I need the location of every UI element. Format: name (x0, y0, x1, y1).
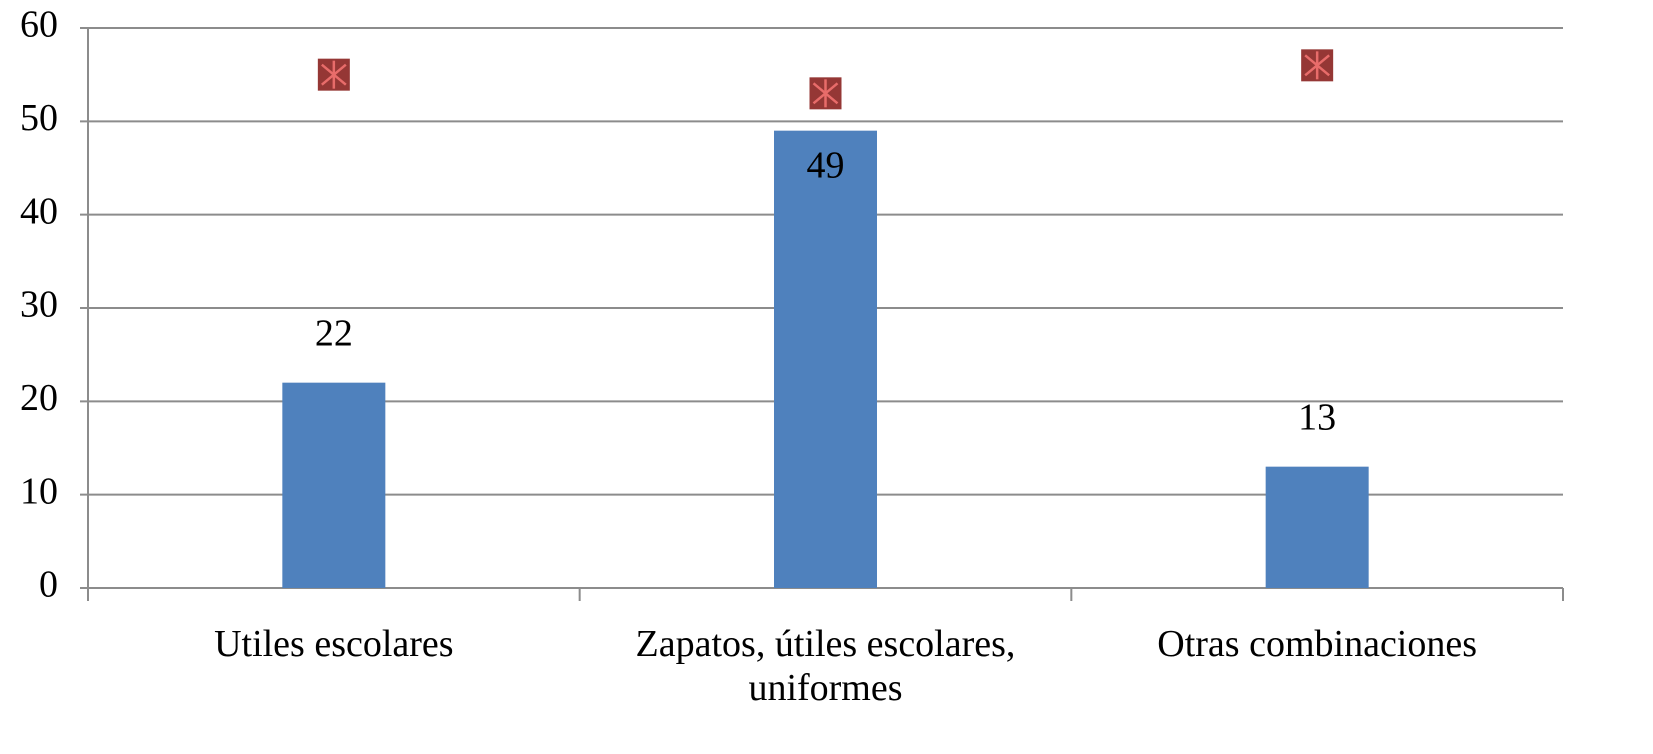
y-tick-label: 0 (39, 564, 58, 606)
marker (317, 58, 350, 91)
data-label: 22 (315, 312, 353, 354)
bar (282, 382, 386, 588)
marker-star (812, 82, 839, 105)
y-tick-label: 40 (20, 190, 58, 232)
marker (1301, 49, 1334, 82)
marker-star (321, 63, 347, 86)
marker-star (1304, 54, 1330, 77)
y-tick-label: 60 (20, 4, 58, 46)
y-tick-label: 20 (20, 377, 58, 419)
bar (774, 130, 877, 588)
y-tick-label: 10 (20, 470, 58, 512)
y-tick-label: 50 (20, 97, 58, 139)
x-tick-label: Utiles escolares (214, 623, 454, 665)
x-tick-label: Otras combinaciones (1157, 623, 1478, 665)
data-label: 13 (1298, 396, 1336, 438)
marker (809, 77, 842, 110)
x-tick-label: Zapatos, útiles escolares, uniformes (635, 623, 1016, 709)
data-label: 49 (807, 144, 845, 186)
bar (1265, 466, 1369, 588)
y-tick-label: 30 (20, 284, 58, 326)
